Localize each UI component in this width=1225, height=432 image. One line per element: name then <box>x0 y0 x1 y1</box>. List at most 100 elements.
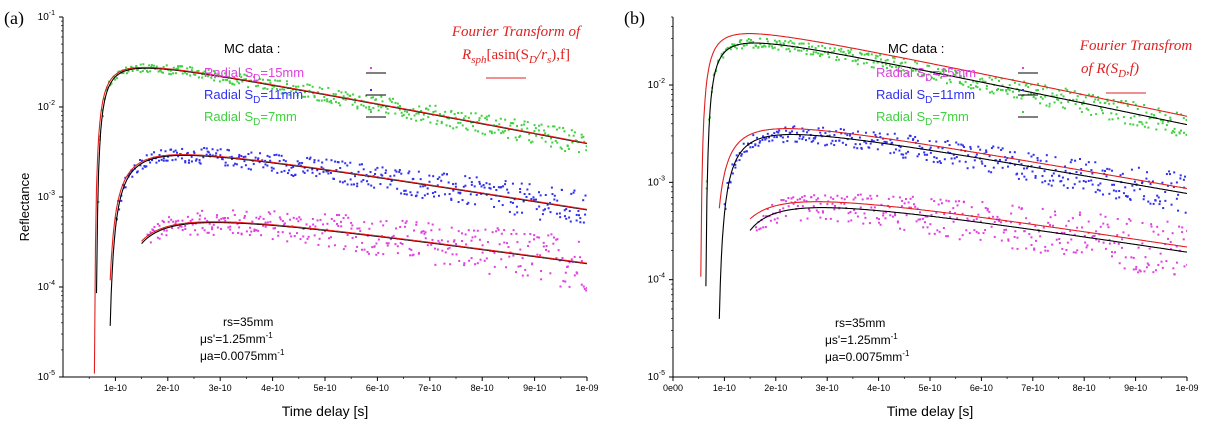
data-point <box>902 57 905 60</box>
data-point <box>1069 92 1072 95</box>
data-point <box>243 73 246 76</box>
data-point <box>846 134 849 137</box>
data-point <box>211 226 214 229</box>
data-point <box>886 58 889 61</box>
data-point <box>850 219 853 222</box>
data-point <box>1085 246 1088 249</box>
data-point <box>743 44 746 47</box>
data-point <box>844 58 847 61</box>
data-point <box>1030 92 1033 95</box>
data-point <box>1168 173 1171 176</box>
data-point <box>317 243 320 246</box>
data-point <box>523 120 526 123</box>
data-point <box>440 179 443 182</box>
data-point <box>362 168 365 171</box>
data-point <box>1075 98 1078 101</box>
data-point <box>1055 98 1058 101</box>
data-point <box>313 161 316 164</box>
data-point <box>761 45 764 48</box>
data-point <box>452 240 455 243</box>
y-tick-label-base: 10 <box>38 372 50 383</box>
data-point <box>746 39 749 42</box>
y-tick-label: 10-2 <box>38 100 55 113</box>
data-point <box>899 227 902 230</box>
data-point <box>374 98 377 101</box>
data-point <box>1179 177 1182 180</box>
data-point <box>551 141 554 144</box>
data-point <box>431 192 434 195</box>
data-point <box>414 195 417 198</box>
data-point <box>281 88 284 91</box>
data-point <box>961 234 964 237</box>
data-point <box>234 162 237 165</box>
data-point <box>1113 242 1116 245</box>
data-point <box>426 244 429 247</box>
data-point <box>799 197 802 200</box>
data-point <box>889 138 892 141</box>
data-point <box>233 83 236 86</box>
data-point <box>512 254 515 257</box>
data-point <box>850 48 853 51</box>
data-point <box>157 159 160 162</box>
data-point <box>500 232 503 235</box>
data-point <box>538 124 541 127</box>
data-point <box>1129 198 1132 201</box>
data-point <box>337 89 340 92</box>
data-point <box>415 223 418 226</box>
data-point <box>312 92 315 95</box>
data-point <box>781 136 784 139</box>
data-point <box>247 86 250 89</box>
data-point <box>1016 87 1019 90</box>
data-point <box>812 139 815 142</box>
data-point <box>1137 246 1140 249</box>
data-point <box>778 129 781 132</box>
data-point <box>544 132 547 135</box>
data-point <box>902 156 905 159</box>
data-point <box>1112 98 1115 101</box>
data-point <box>1133 189 1136 192</box>
data-point <box>1169 240 1172 243</box>
data-point <box>447 117 450 120</box>
data-point <box>1009 151 1012 154</box>
data-point <box>836 220 839 223</box>
data-point <box>793 48 796 51</box>
data-point <box>114 78 117 81</box>
data-point <box>441 249 444 252</box>
data-point <box>251 220 254 223</box>
data-point <box>1013 151 1016 154</box>
data-point <box>211 148 214 151</box>
data-point <box>1122 116 1125 119</box>
data-point <box>547 207 550 210</box>
data-point <box>238 226 241 229</box>
data-point <box>101 115 104 118</box>
data-point <box>1101 169 1104 172</box>
data-point <box>794 200 797 203</box>
data-point <box>754 144 757 147</box>
data-point <box>158 237 161 240</box>
data-point <box>745 150 748 153</box>
data-point <box>955 71 958 74</box>
data-point <box>1137 271 1140 274</box>
data-point <box>882 212 885 215</box>
data-point <box>795 140 798 143</box>
data-point <box>461 232 464 235</box>
data-point <box>1028 222 1031 225</box>
data-point <box>444 110 447 113</box>
data-point <box>203 146 206 149</box>
data-point <box>362 178 365 181</box>
data-point <box>1096 188 1099 191</box>
data-point <box>942 227 945 230</box>
data-point <box>358 163 361 166</box>
data-point <box>308 84 311 87</box>
data-point <box>517 265 520 268</box>
data-point <box>299 238 302 241</box>
data-point <box>469 193 472 196</box>
y-tick-label-exp: -4 <box>49 280 55 287</box>
y-tick-label-base: 10 <box>648 275 660 286</box>
data-point <box>1184 211 1187 214</box>
data-point <box>297 85 300 88</box>
data-point <box>1145 177 1148 180</box>
data-point <box>1146 262 1149 265</box>
data-point <box>268 155 271 158</box>
